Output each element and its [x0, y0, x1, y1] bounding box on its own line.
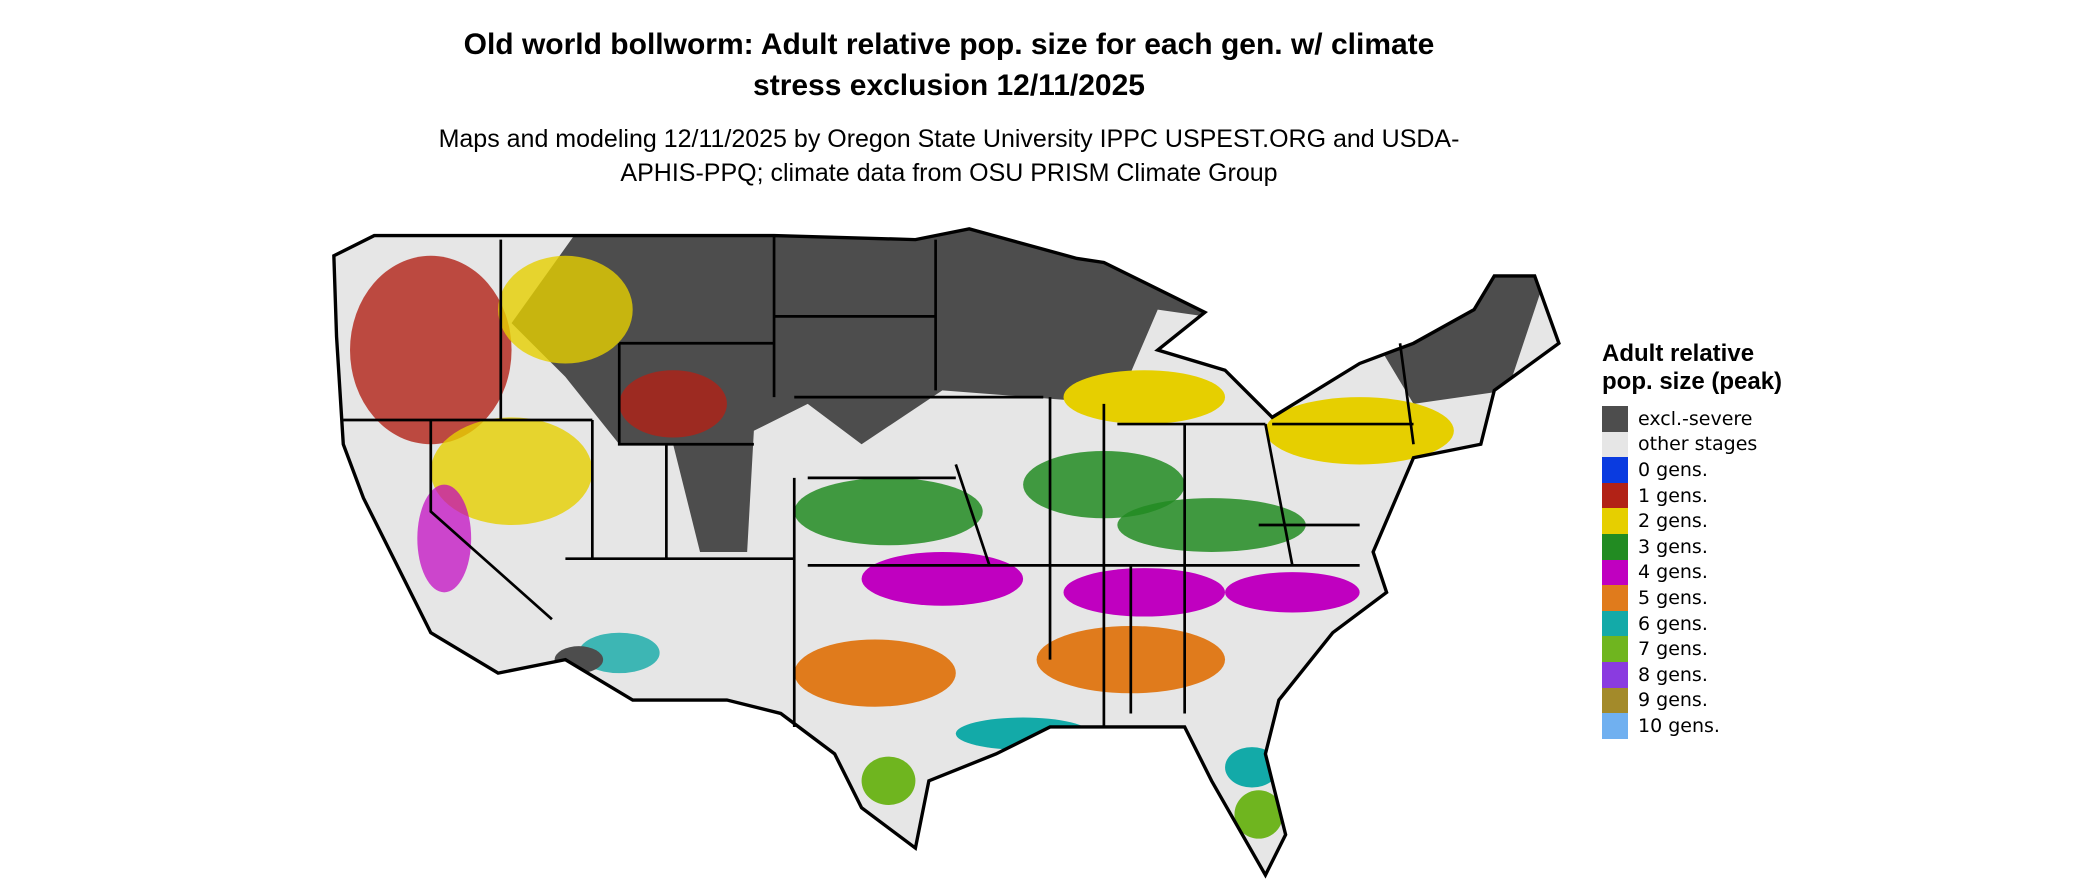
legend-item: 5 gens.: [1602, 585, 1792, 611]
legend-label: 7 gens.: [1638, 638, 1708, 661]
legend-item: excl.-severe: [1602, 406, 1792, 432]
legend-label: 3 gens.: [1638, 535, 1708, 558]
legend-swatch: [1602, 559, 1628, 586]
legend-item: 2 gens.: [1602, 508, 1792, 534]
legend-item: 9 gens.: [1602, 687, 1792, 714]
legend-item: 7 gens.: [1602, 636, 1792, 662]
legend-items: excl.-severe other stages 0 gens. 1 gens. 2 …: [1602, 406, 1792, 739]
legend-item: 3 gens.: [1602, 533, 1792, 560]
legend-title: Adult relative pop. size (peak): [1602, 340, 1783, 395]
legend-item: 10 gens.: [1602, 713, 1792, 739]
legend-item: 1 gens.: [1602, 482, 1792, 509]
legend-item: 6 gens.: [1602, 610, 1792, 637]
legend-swatch: [1602, 610, 1628, 637]
legend-label: 1 gens.: [1638, 484, 1708, 507]
legend-swatch: [1602, 508, 1628, 534]
legend-label: 6 gens.: [1638, 612, 1708, 635]
legend-label: 2 gens.: [1638, 510, 1708, 533]
legend-label: 4 gens.: [1638, 561, 1708, 584]
legend-label: 8 gens.: [1638, 663, 1708, 686]
legend-swatch: [1602, 482, 1628, 509]
legend-item: 8 gens.: [1602, 661, 1792, 688]
us-border: [332, 227, 1561, 879]
legend-item: other stages: [1602, 431, 1792, 458]
state-lines: [343, 235, 1415, 727]
title: Old world bollworm: Adult relative pop. …: [463, 28, 1435, 102]
legend-swatch: [1602, 406, 1628, 432]
legend-item: 0 gens.: [1602, 457, 1792, 483]
legend-label: excl.-severe: [1638, 407, 1753, 430]
legend-swatch: [1602, 585, 1628, 611]
legend-label: 0 gens.: [1638, 458, 1708, 481]
subtitle: Maps and modeling 12/11/2025 by Oregon S…: [438, 125, 1460, 187]
legend-label: 9 gens.: [1638, 689, 1708, 712]
legend-swatch: [1602, 661, 1628, 688]
legend-label: 5 gens.: [1638, 586, 1708, 609]
us-map: [332, 227, 1561, 879]
legend-label: other stages: [1638, 433, 1758, 456]
legend-label: 10 gens.: [1638, 714, 1720, 737]
legend-swatch: [1602, 636, 1628, 662]
legend-swatch: [1602, 457, 1628, 483]
legend: Adult relative pop. size (peak) excl.-se…: [1602, 340, 1792, 739]
legend-item: 4 gens.: [1602, 559, 1792, 586]
map-fill: [333, 228, 1559, 876]
legend-swatch: [1602, 713, 1628, 739]
legend-swatch: [1602, 533, 1628, 560]
legend-swatch: [1602, 687, 1628, 714]
legend-swatch: [1602, 431, 1628, 458]
